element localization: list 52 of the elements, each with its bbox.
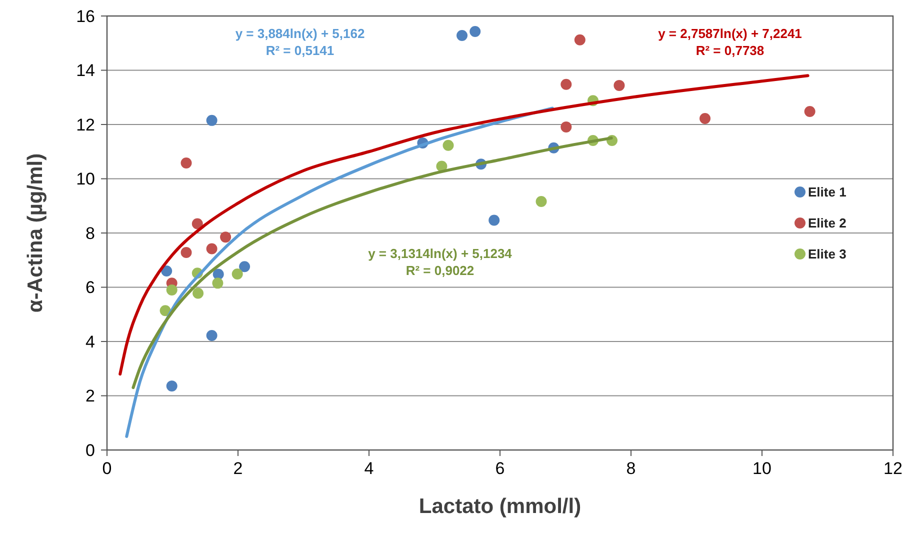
- point: [488, 214, 500, 226]
- x-tick-label: 2: [233, 459, 243, 478]
- point: [804, 106, 816, 117]
- point: [560, 78, 572, 90]
- point: [206, 243, 218, 254]
- x-tick-label: 4: [364, 459, 374, 478]
- x-tick-label: 8: [626, 459, 636, 478]
- point: [614, 80, 625, 91]
- point: [192, 218, 203, 230]
- point: [536, 196, 547, 208]
- point: [220, 232, 232, 243]
- point: [212, 268, 224, 280]
- point: [442, 140, 454, 151]
- point: [166, 380, 178, 392]
- point: [456, 30, 468, 42]
- y-tick-label: 2: [86, 386, 95, 406]
- annotation: y = 2,7587ln(x) + 7,2241 R² = 0,7738: [658, 26, 802, 58]
- y-tick-label: 12: [76, 115, 95, 134]
- point: [161, 265, 172, 276]
- point: [212, 278, 224, 289]
- legend-label: Elite 3: [808, 246, 846, 262]
- y-axis-title: α-Actina (µg/ml): [24, 153, 47, 313]
- line-series: [118, 74, 810, 376]
- y-tick-label: 0: [86, 440, 95, 460]
- legend-label: Elite 1: [808, 184, 846, 200]
- x-tick-label: 12: [884, 459, 902, 478]
- point: [206, 330, 218, 342]
- annotation: y = 3,1314ln(x) + 5,1234 R² = 0,9022: [368, 246, 513, 278]
- y-tick-label: 16: [76, 6, 95, 26]
- annotation: y = 3,884ln(x) + 5,162 R² = 0,5141: [235, 26, 365, 58]
- x-axis-title: Lactato (mmol/l): [418, 495, 582, 518]
- x-tick-label: 10: [752, 459, 772, 478]
- point: [160, 305, 171, 316]
- x-tick-label: 0: [102, 459, 112, 478]
- x-tick-label: 6: [495, 459, 505, 478]
- point: [180, 247, 192, 258]
- point: [574, 34, 586, 46]
- y-tick-label: 10: [76, 170, 95, 189]
- point: [560, 121, 572, 132]
- y-tick-label: 6: [86, 278, 95, 298]
- point: [166, 284, 178, 296]
- legend-label: Elite 2: [808, 216, 846, 231]
- point: [700, 113, 711, 124]
- y-tick-label: 14: [76, 61, 95, 80]
- y-tick-label: 8: [86, 224, 95, 243]
- y-tick-label: 4: [86, 332, 95, 352]
- point: [470, 26, 481, 37]
- point: [192, 288, 204, 299]
- point: [232, 268, 243, 280]
- point: [206, 114, 218, 126]
- point: [180, 158, 192, 169]
- point: [239, 261, 250, 272]
